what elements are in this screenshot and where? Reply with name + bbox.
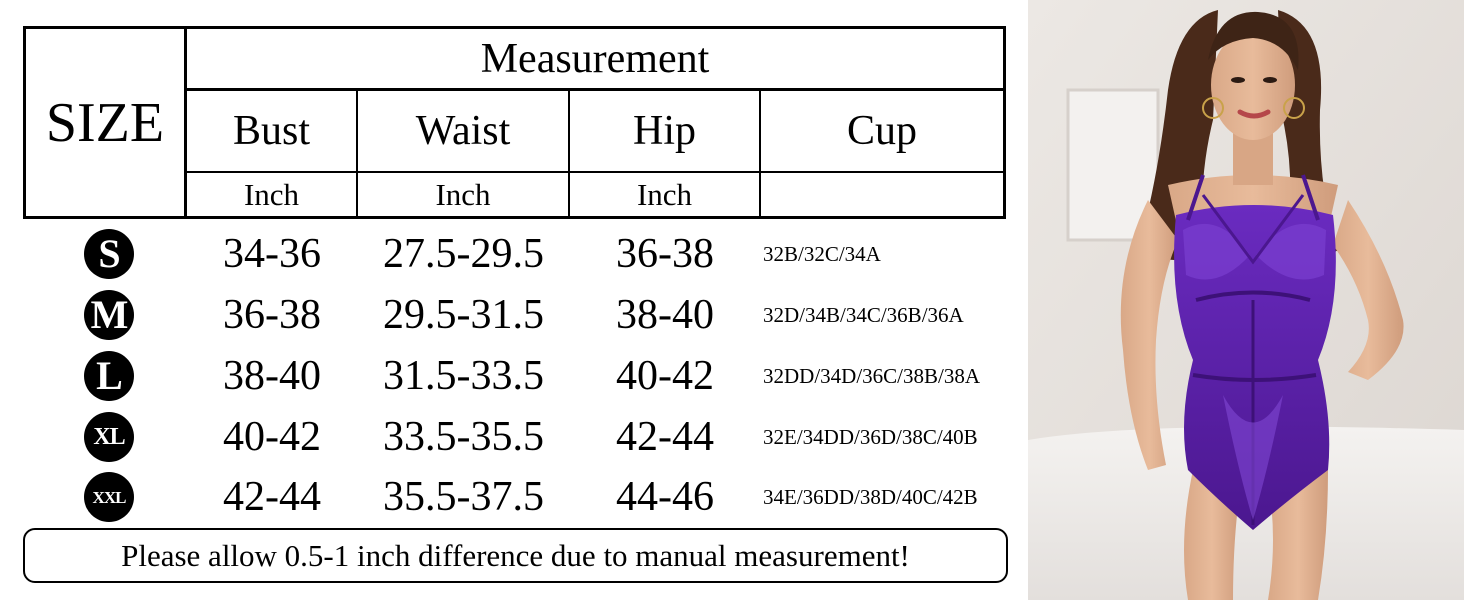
table-row-l: L 38-40 31.5-33.5 40-42 32DD/34D/36C/38B… (0, 346, 1028, 406)
table-divider-size (184, 26, 187, 219)
hip-value: 36-38 (616, 231, 714, 277)
table-row-s: S 34-36 27.5-29.5 36-38 32B/32C/34A (0, 224, 1028, 284)
waist-value: 35.5-37.5 (383, 474, 544, 520)
waist-header: Waist (415, 108, 511, 154)
size-header: SIZE (45, 91, 165, 154)
table-divider-measurement (184, 88, 1006, 91)
cup-header: Cup (846, 108, 917, 154)
waist-value: 31.5-33.5 (383, 353, 544, 399)
cup-value: 34E/36DD/38D/40C/42B (763, 484, 978, 509)
size-badge-l: L (84, 351, 134, 401)
size-chart: SIZE Measurement Bust Waist Hip Cup Inch… (0, 26, 1028, 583)
measurement-header: Measurement (480, 35, 710, 82)
hip-value: 40-42 (616, 353, 714, 399)
waist-unit: Inch (435, 177, 491, 212)
table-border-left (23, 26, 26, 219)
cup-value: 32D/34B/34C/36B/36A (763, 302, 964, 327)
bust-value: 42-44 (223, 474, 321, 520)
hip-value: 42-44 (616, 414, 714, 460)
waist-value: 33.5-35.5 (383, 414, 544, 460)
bust-header: Bust (232, 108, 311, 154)
table-border-right (1003, 26, 1006, 219)
table-divider-unit (184, 171, 1006, 173)
hip-unit: Inch (636, 177, 693, 212)
table-border-bottom (23, 216, 1006, 219)
size-badge-m: M (84, 290, 134, 340)
hip-value: 38-40 (616, 292, 714, 338)
table-divider-bust (356, 88, 358, 219)
bust-unit: Inch (243, 177, 300, 212)
waist-value: 29.5-31.5 (383, 292, 544, 338)
table-divider-waist (568, 88, 570, 219)
model-photo (1028, 0, 1464, 600)
hip-header: Hip (633, 108, 696, 154)
table-row-xl: XL 40-42 33.5-35.5 42-44 32E/34DD/36D/38… (0, 407, 1028, 467)
size-badge-xxl: XXL (84, 472, 134, 522)
size-badge-xl: XL (84, 412, 134, 462)
bust-value: 38-40 (223, 353, 321, 399)
cup-unit (761, 173, 1003, 216)
cup-value: 32B/32C/34A (763, 241, 881, 266)
table-row-m: M 36-38 29.5-31.5 38-40 32D/34B/34C/36B/… (0, 285, 1028, 345)
bust-value: 40-42 (223, 414, 321, 460)
table-divider-hip (759, 88, 761, 219)
table-border-top (23, 26, 1006, 29)
measurement-note: Please allow 0.5-1 inch difference due t… (23, 528, 1008, 583)
model-photo-illustration (1028, 0, 1464, 600)
waist-value: 27.5-29.5 (383, 231, 544, 277)
cup-value: 32DD/34D/36C/38B/38A (763, 363, 981, 388)
bust-value: 36-38 (223, 292, 321, 338)
bust-value: 34-36 (223, 231, 321, 277)
cup-value: 32E/34DD/36D/38C/40B (763, 424, 978, 449)
size-badge-s: S (84, 229, 134, 279)
hip-value: 44-46 (616, 474, 714, 520)
table-row-xxl: XXL 42-44 35.5-37.5 44-46 34E/36DD/38D/4… (0, 467, 1028, 527)
